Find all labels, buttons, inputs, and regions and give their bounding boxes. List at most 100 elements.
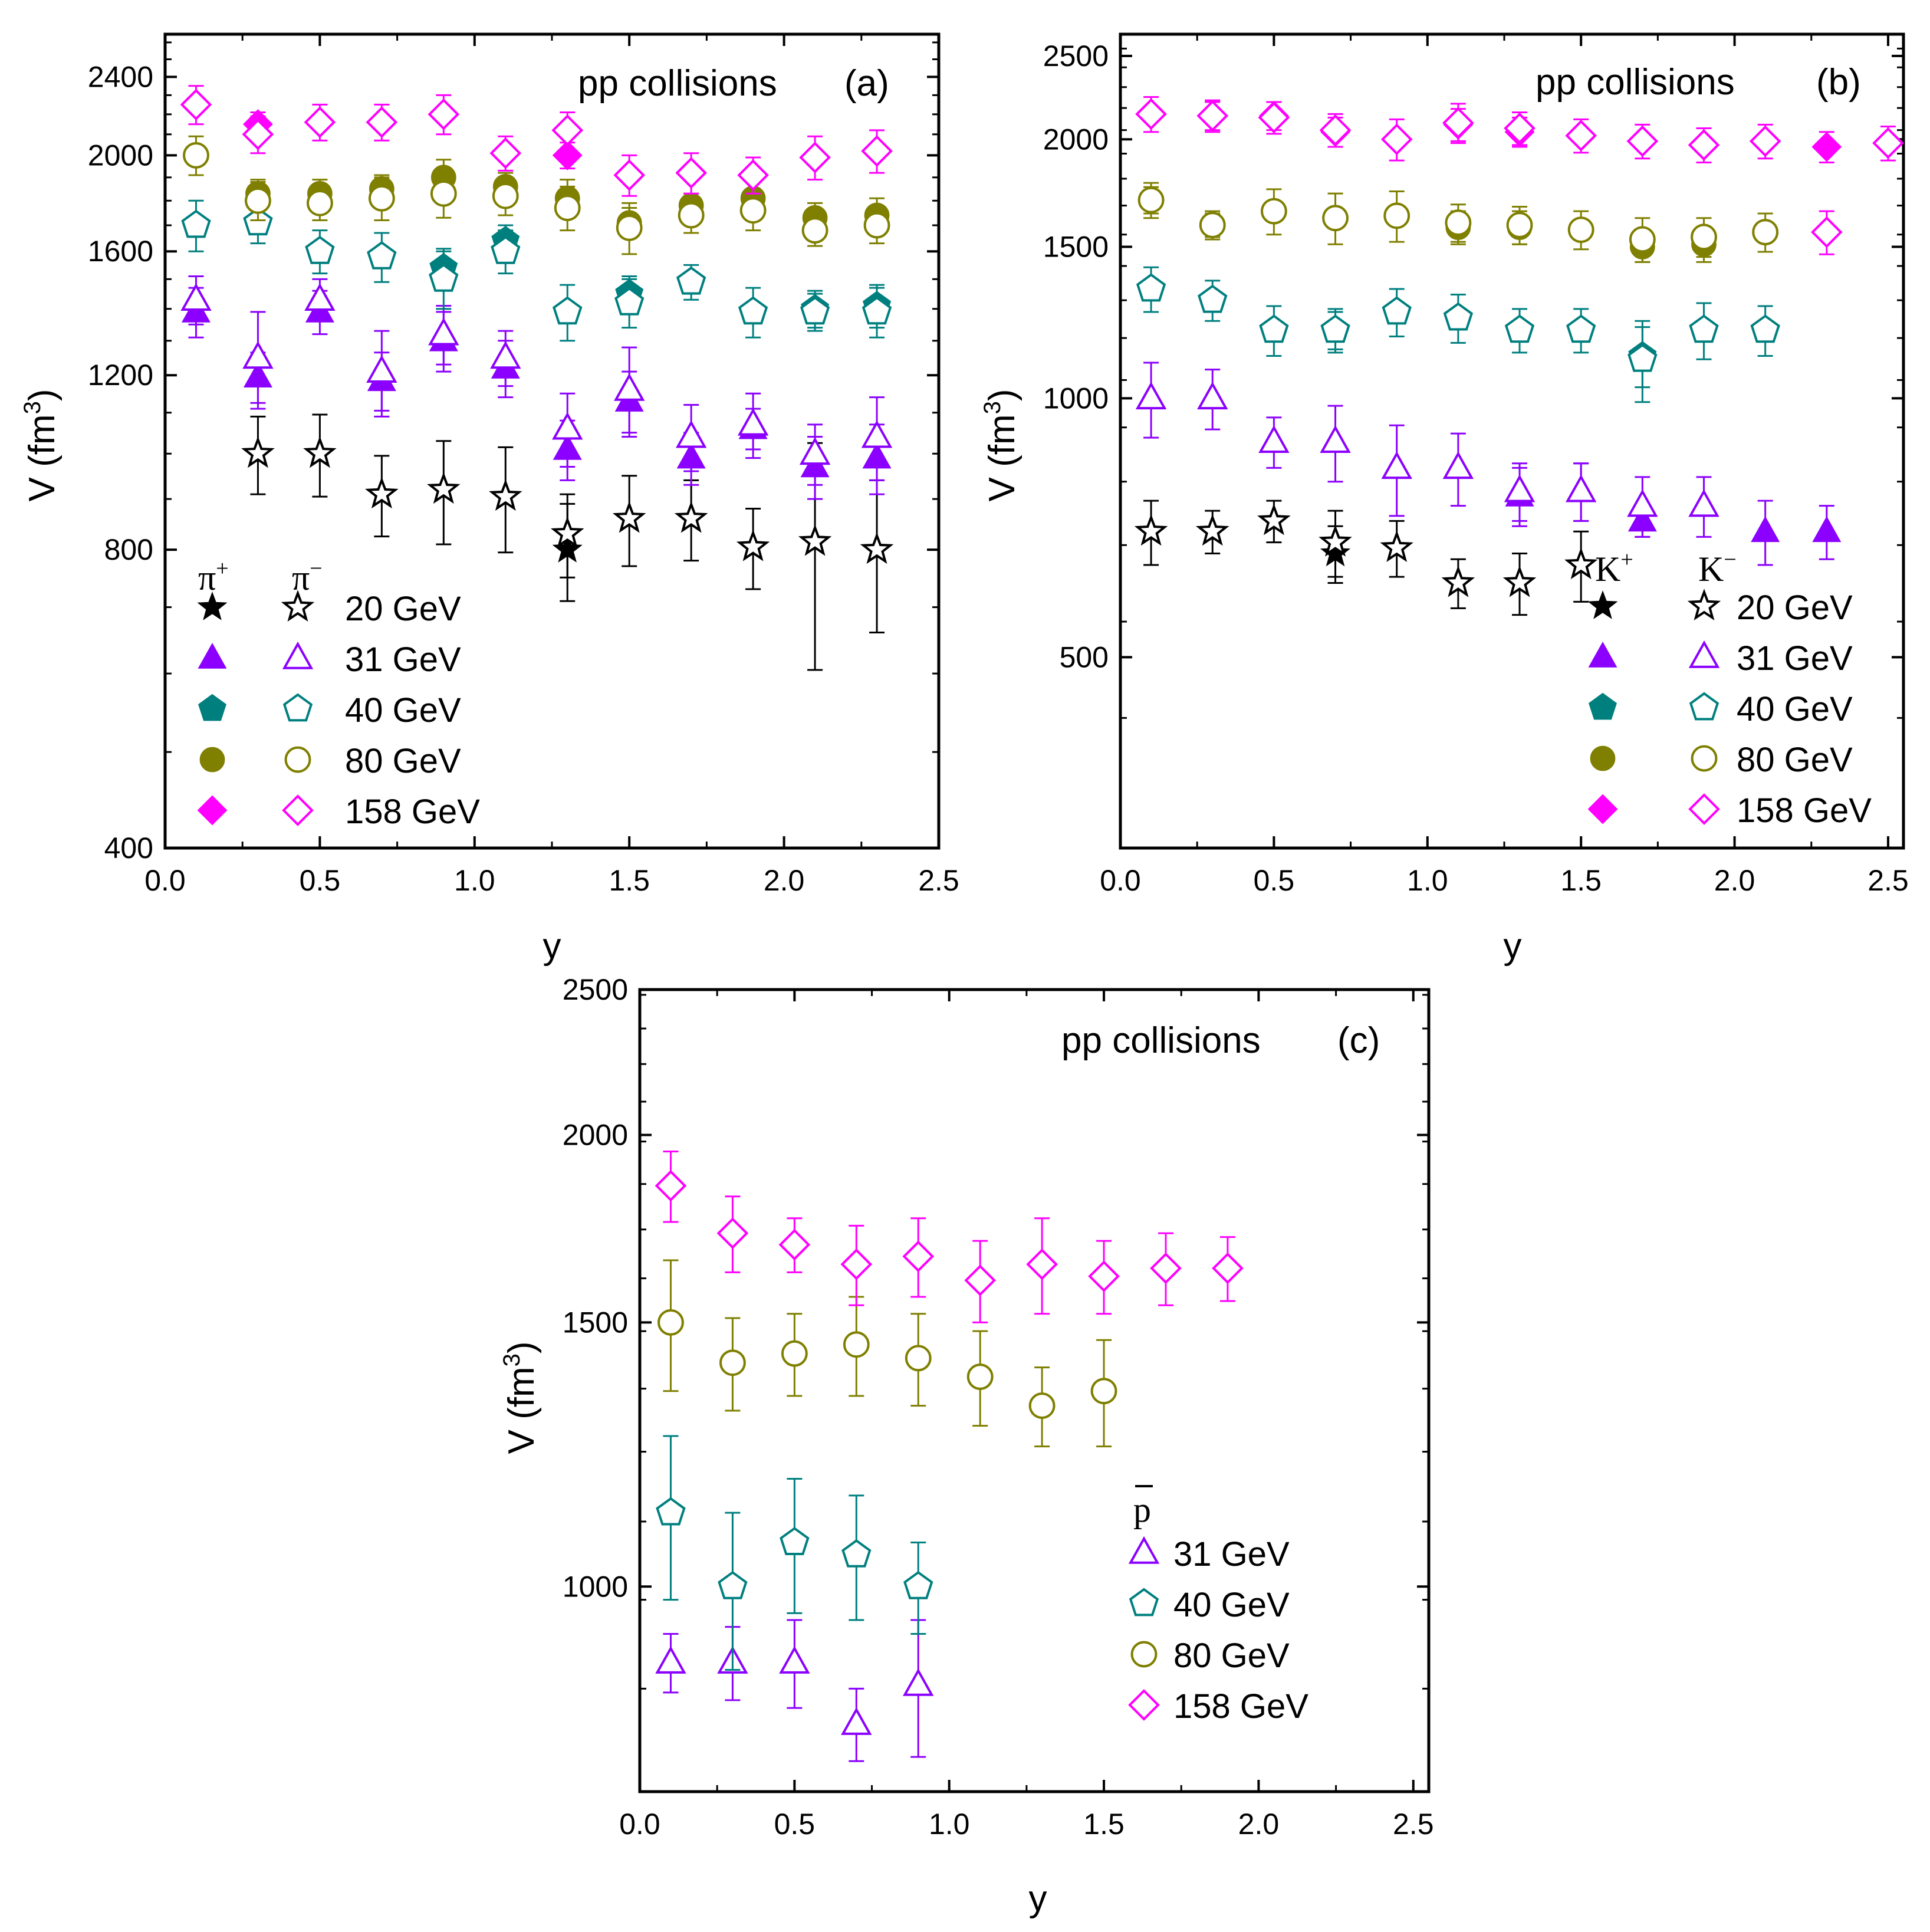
data-point	[719, 1349, 746, 1376]
data-point	[1383, 202, 1410, 229]
legend-rows: 31 GeV 40 GeV 80 GeV 158 GeV	[1128, 1535, 1308, 1726]
data-point	[614, 287, 645, 316]
y-tick-label: 1600	[88, 235, 153, 268]
data-point	[1212, 1252, 1244, 1284]
chart-title: pp collisions	[1536, 62, 1735, 103]
series--31-gev	[180, 275, 893, 486]
data-point	[1688, 129, 1720, 161]
data-point	[554, 195, 581, 221]
y-tick-label: 2000	[1043, 123, 1109, 156]
series-k-31-gev	[1135, 362, 1719, 538]
legend-head-open: K−	[1698, 547, 1737, 589]
data-point	[655, 1169, 687, 1202]
data-point	[1135, 382, 1167, 410]
data-point	[1872, 127, 1904, 159]
data-point	[1750, 314, 1780, 343]
x-tick-label: 2.5	[918, 864, 959, 897]
data-point	[1320, 314, 1350, 343]
data-point	[862, 296, 892, 325]
legend-label: 158 GeV	[1737, 791, 1872, 830]
data-point	[1443, 302, 1474, 331]
data-point	[430, 180, 457, 207]
legend-head-filled: K+	[1595, 547, 1633, 589]
data-point	[1199, 212, 1226, 238]
data-point	[242, 118, 274, 150]
data-point	[799, 142, 831, 173]
data-point	[1028, 1392, 1056, 1419]
panel-label: (c)	[1337, 1020, 1380, 1061]
data-point	[716, 1217, 749, 1249]
data-point	[738, 296, 768, 325]
data-point	[1088, 1260, 1120, 1292]
y-tick-label: 1000	[1043, 382, 1109, 415]
data-point	[1258, 101, 1290, 134]
legend-label: 40 GeV	[1737, 690, 1853, 728]
legend-marker-open	[1128, 1536, 1160, 1564]
data-point	[737, 408, 769, 436]
legend-marker-open	[281, 590, 315, 622]
legend-label: 31 GeV	[345, 640, 461, 679]
data-point	[612, 501, 646, 533]
legend-marker-open	[1688, 640, 1720, 668]
legend-marker-filled	[197, 795, 228, 826]
data-point	[841, 1539, 872, 1568]
data-point	[1380, 123, 1413, 156]
legend-marker-open	[282, 794, 314, 826]
y-axis-sup: 3	[19, 401, 45, 414]
x-tick-label: 0.5	[774, 1808, 816, 1841]
legend-label: 80 GeV	[1737, 741, 1853, 779]
data-point	[737, 159, 769, 191]
data-point	[427, 472, 461, 504]
data-point	[656, 1497, 686, 1526]
data-marks	[1134, 96, 1904, 616]
data-point	[552, 140, 583, 170]
data-marks	[180, 85, 894, 671]
panel-label: (a)	[844, 63, 889, 104]
x-tick-label: 2.0	[1238, 1808, 1280, 1841]
data-point	[778, 1228, 811, 1261]
data-point	[1257, 503, 1291, 535]
data-point	[1150, 1252, 1182, 1284]
data-point	[307, 189, 333, 216]
data-point	[736, 529, 770, 561]
data-point	[1136, 273, 1166, 302]
data-point	[1258, 425, 1290, 453]
data-point	[552, 412, 583, 440]
series-k-20-gev	[1134, 500, 1598, 616]
y-tick-label: 2500	[1043, 40, 1109, 73]
data-point	[780, 1527, 810, 1555]
data-point	[1627, 489, 1658, 517]
legend-label: 31 GeV	[1737, 639, 1853, 678]
y-tick-label: 2000	[563, 1119, 628, 1152]
data-point	[1445, 209, 1472, 236]
plot-frame	[638, 988, 1431, 1793]
data-point	[1380, 530, 1413, 563]
x-tick-label: 1.0	[929, 1808, 970, 1841]
data-point	[781, 1340, 808, 1367]
legend-marker-filled	[198, 642, 227, 669]
data-point	[1751, 516, 1780, 543]
legend: p 31 GeV 40 GeV 80 GeV 158 GeV	[1128, 1485, 1308, 1726]
data-point	[1564, 547, 1598, 580]
data-point	[903, 1570, 933, 1599]
legend: K+ K− 20 GeV 31 GeV 40 GeV 80 GeV 158 GeV	[1587, 547, 1872, 830]
data-point	[1566, 314, 1596, 343]
y-axis-sup: 3	[499, 1353, 525, 1366]
legend-label: 20 GeV	[1737, 589, 1853, 627]
panel-c: 0.0 0.5 1.0 1.5 2.0 2.5 1000 1500 2000 2500 pp co…	[499, 973, 1434, 1919]
x-tick-label: 1.5	[609, 864, 650, 897]
y-axis-title: V (fm3)	[19, 389, 63, 501]
x-tick-label: 1.5	[1560, 864, 1602, 897]
data-point	[801, 217, 828, 244]
data-point	[1506, 212, 1533, 238]
data-point	[860, 532, 894, 564]
series-k-40-gev	[1321, 311, 1657, 389]
y-tick-label: 2500	[563, 973, 628, 1006]
data-point	[491, 235, 521, 264]
data-point	[428, 317, 459, 346]
data-point	[1752, 219, 1779, 246]
data-point	[1198, 284, 1228, 313]
data-point	[366, 355, 397, 383]
x-axis-title: y	[543, 926, 561, 967]
